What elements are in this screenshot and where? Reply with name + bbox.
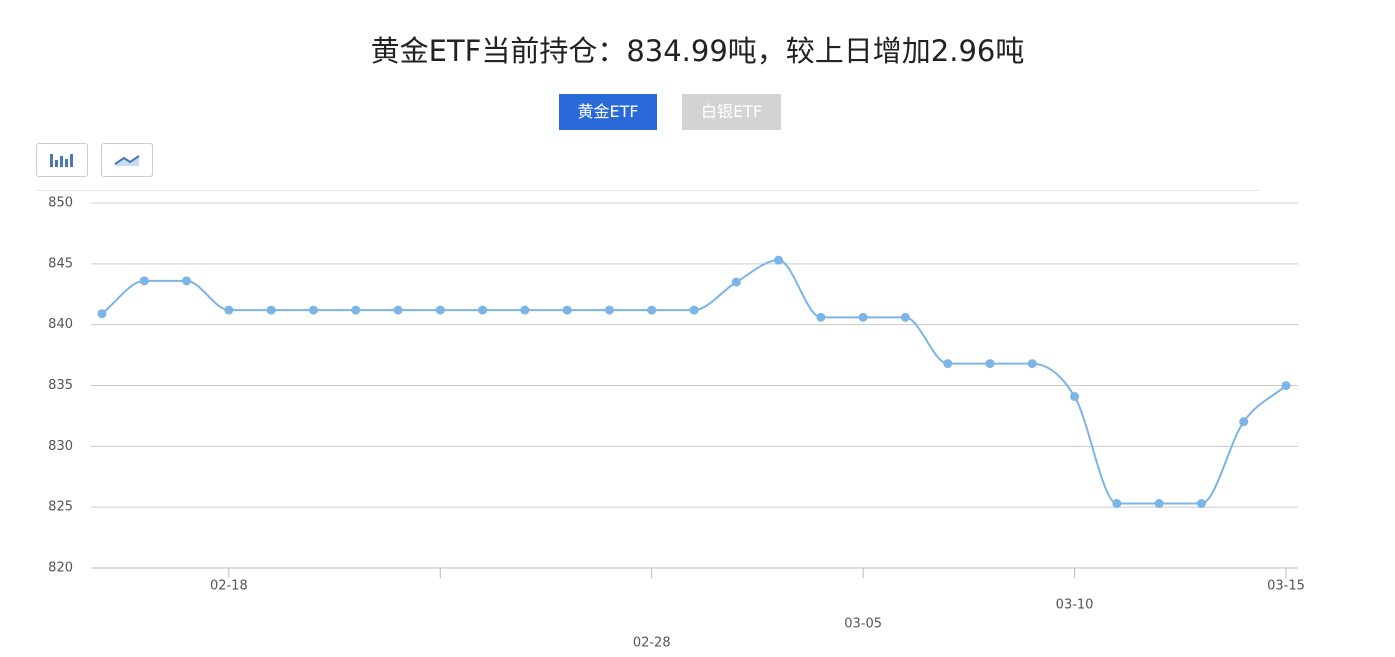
data-point (308, 305, 318, 315)
bar-icon (50, 154, 73, 167)
y-tick-label: 830 (48, 439, 73, 454)
data-point (520, 305, 530, 315)
data-point (562, 305, 572, 315)
data-point (393, 305, 403, 315)
x-tick-label: 03-05 (844, 617, 882, 632)
data-point (604, 305, 614, 315)
data-point (266, 305, 276, 315)
data-point (774, 255, 784, 265)
y-tick-label: 840 (48, 317, 73, 332)
line-toggle[interactable] (101, 143, 153, 177)
data-point (435, 305, 445, 315)
data-point (647, 305, 657, 315)
x-tick-label: 03-10 (1056, 598, 1094, 613)
data-point (1070, 391, 1080, 401)
data-point (1196, 499, 1206, 509)
data-point (816, 312, 826, 322)
data-point (351, 305, 361, 315)
x-tick-label: 03-15 (1267, 579, 1305, 594)
data-point (1239, 417, 1249, 427)
x-tick-label: 02-18 (210, 579, 248, 594)
data-point (1281, 381, 1291, 391)
tab-button[interactable]: 黄金ETF (559, 94, 657, 130)
y-tick-label: 835 (48, 378, 73, 393)
data-point (985, 359, 995, 369)
y-tick-label: 850 (48, 196, 73, 211)
data-point (182, 276, 192, 286)
separator (36, 190, 1260, 191)
data-point (900, 312, 910, 322)
chart-title: 黄金ETF当前持仓：834.99吨，较上日增加2.96吨 (370, 34, 1025, 68)
bar-toggle[interactable] (36, 143, 88, 177)
data-point (858, 312, 868, 322)
line-icon (114, 155, 140, 166)
y-tick-label: 825 (48, 500, 73, 515)
y-tick-label: 820 (48, 561, 73, 576)
tab-button[interactable]: 白银ETF (682, 94, 781, 130)
data-point (689, 305, 699, 315)
data-point (943, 359, 953, 369)
data-point (478, 305, 488, 315)
data-point (97, 309, 107, 319)
y-tick-label: 845 (48, 256, 73, 271)
data-point (1154, 499, 1164, 509)
series-line (101, 259, 1287, 505)
x-tick-label: 02-28 (633, 636, 671, 651)
data-point (1112, 499, 1122, 509)
data-point (1027, 359, 1037, 369)
data-point (224, 305, 234, 315)
data-point (139, 276, 149, 286)
data-point (731, 277, 741, 287)
